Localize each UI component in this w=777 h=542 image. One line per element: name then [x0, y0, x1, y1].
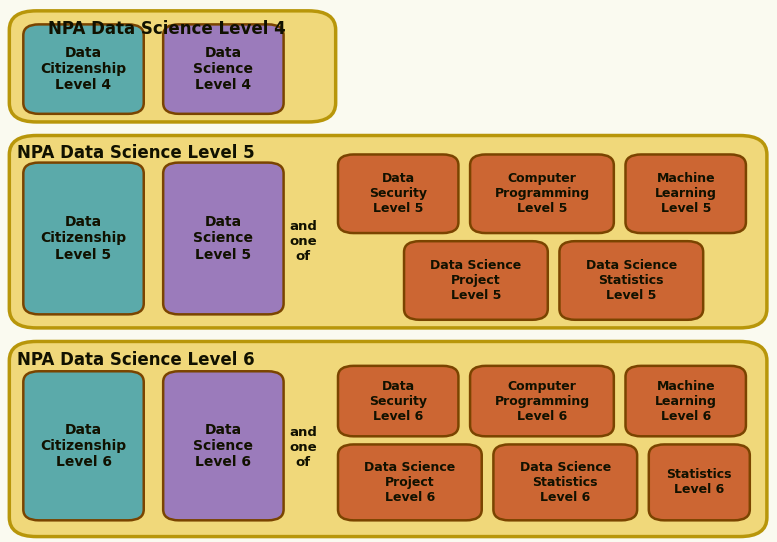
FancyBboxPatch shape [470, 154, 614, 233]
FancyBboxPatch shape [9, 136, 767, 328]
Text: Data
Science
Level 4: Data Science Level 4 [193, 46, 253, 92]
FancyBboxPatch shape [338, 444, 482, 520]
Text: Data
Security
Level 5: Data Security Level 5 [369, 172, 427, 215]
FancyBboxPatch shape [470, 366, 614, 436]
FancyBboxPatch shape [404, 241, 548, 320]
FancyBboxPatch shape [625, 154, 746, 233]
Text: and
one
of: and one of [289, 220, 317, 263]
Text: and
one
of: and one of [289, 425, 317, 469]
Text: Data
Citizenship
Level 4: Data Citizenship Level 4 [40, 46, 127, 92]
Text: NPA Data Science Level 6: NPA Data Science Level 6 [17, 351, 255, 369]
Text: Data
Citizenship
Level 5: Data Citizenship Level 5 [40, 215, 127, 262]
FancyBboxPatch shape [338, 154, 458, 233]
Text: Data
Science
Level 6: Data Science Level 6 [193, 423, 253, 469]
Text: Computer
Programming
Level 5: Computer Programming Level 5 [494, 172, 590, 215]
Text: Data Science
Project
Level 5: Data Science Project Level 5 [430, 259, 521, 302]
FancyBboxPatch shape [163, 371, 284, 520]
FancyBboxPatch shape [649, 444, 750, 520]
FancyBboxPatch shape [23, 24, 144, 114]
FancyBboxPatch shape [23, 371, 144, 520]
Text: Data Science
Project
Level 6: Data Science Project Level 6 [364, 461, 455, 504]
FancyBboxPatch shape [23, 163, 144, 314]
Text: Data Science
Statistics
Level 6: Data Science Statistics Level 6 [520, 461, 611, 504]
FancyBboxPatch shape [625, 366, 746, 436]
Text: Data
Citizenship
Level 6: Data Citizenship Level 6 [40, 423, 127, 469]
FancyBboxPatch shape [163, 24, 284, 114]
FancyBboxPatch shape [9, 11, 336, 122]
Text: Machine
Learning
Level 5: Machine Learning Level 5 [655, 172, 716, 215]
Text: NPA Data Science Level 5: NPA Data Science Level 5 [17, 144, 255, 162]
FancyBboxPatch shape [559, 241, 703, 320]
FancyBboxPatch shape [163, 163, 284, 314]
Text: Computer
Programming
Level 6: Computer Programming Level 6 [494, 379, 590, 423]
FancyBboxPatch shape [9, 341, 767, 537]
Text: NPA Data Science Level 4: NPA Data Science Level 4 [48, 20, 286, 38]
Text: Data Science
Statistics
Level 5: Data Science Statistics Level 5 [586, 259, 677, 302]
FancyBboxPatch shape [338, 366, 458, 436]
Text: Data
Science
Level 5: Data Science Level 5 [193, 215, 253, 262]
Text: Machine
Learning
Level 6: Machine Learning Level 6 [655, 379, 716, 423]
FancyBboxPatch shape [493, 444, 637, 520]
Text: Data
Security
Level 6: Data Security Level 6 [369, 379, 427, 423]
Text: Statistics
Level 6: Statistics Level 6 [667, 468, 732, 496]
